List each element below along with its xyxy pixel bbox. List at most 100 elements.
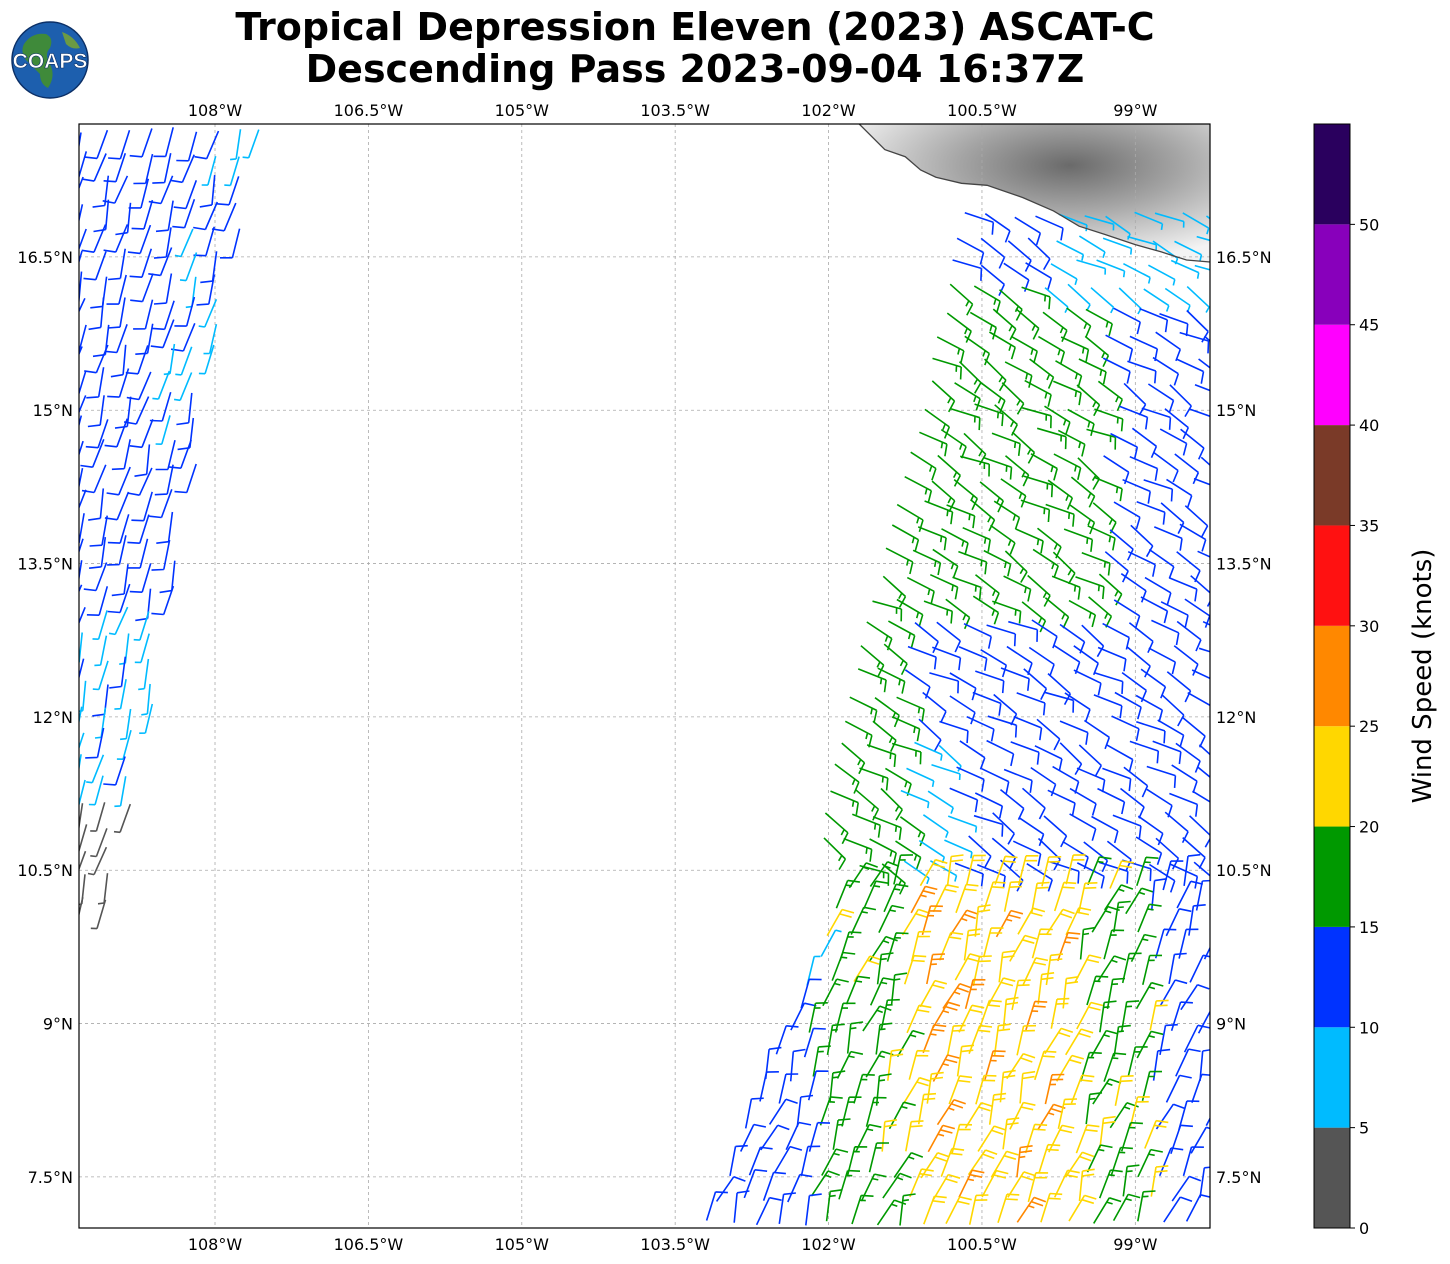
wind-barb [1045, 908, 1075, 936]
wind-barb [1149, 999, 1169, 1031]
wind-barb [932, 1054, 960, 1082]
wind-barb [133, 611, 150, 641]
wind-barb [981, 767, 1010, 794]
wind-barb [1166, 671, 1192, 703]
wind-barb [1164, 811, 1189, 844]
wind-barb [106, 466, 131, 496]
wind-barb [1159, 312, 1189, 337]
wind-barb [893, 854, 914, 885]
wind-barb [155, 415, 171, 445]
wind-barb [903, 860, 930, 885]
wind-barb [1174, 453, 1200, 485]
wind-barb [891, 742, 922, 765]
wind-barb [1075, 1124, 1100, 1154]
wind-barb [1052, 765, 1080, 794]
wind-barb [1007, 240, 1032, 272]
wind-barb [173, 372, 193, 402]
wind-barb [1148, 264, 1176, 286]
wind-barb [1123, 766, 1149, 798]
wind-barb [1198, 647, 1210, 653]
wind-barb [1047, 673, 1072, 705]
wind-barb [79, 874, 86, 906]
wind-barb [1007, 1171, 1036, 1198]
wind-barb [1076, 767, 1106, 793]
wind-barb [1047, 479, 1074, 510]
wind-barb [1142, 954, 1163, 985]
lon-tick-bottom: 106.5°W [334, 1235, 404, 1254]
wind-barb [92, 610, 108, 640]
wind-barb [1053, 645, 1081, 675]
wind-barb [882, 1172, 912, 1199]
wind-barb [995, 909, 1024, 938]
lat-tick-right: 16.5°N [1216, 248, 1272, 267]
wind-barb [936, 1098, 966, 1126]
wind-barb [978, 999, 1002, 1029]
wind-barb [1086, 1144, 1113, 1173]
wind-barb [998, 950, 1016, 983]
wind-barb [958, 361, 982, 394]
logo-land-2 [62, 32, 80, 49]
wind-barb [891, 716, 921, 742]
wind-barb [138, 658, 150, 691]
wind-barb [948, 1075, 973, 1105]
wind-barb [949, 909, 979, 936]
wind-barb [1015, 528, 1044, 554]
wind-barb [193, 201, 219, 231]
wind-barb [949, 695, 976, 725]
wind-barb [1016, 1145, 1033, 1178]
wind-barb [947, 815, 978, 833]
wind-barb [1093, 694, 1123, 719]
wind-barb [1004, 550, 1028, 583]
wind-barb [1157, 719, 1185, 748]
wind-barb [1146, 788, 1173, 818]
lat-tick-right: 7.5°N [1216, 1168, 1261, 1187]
wind-barb [887, 1048, 904, 1081]
wind-barb [906, 1004, 932, 1034]
wind-barb [903, 1076, 932, 1104]
wind-barb [1109, 860, 1135, 889]
wind-barb [1155, 331, 1182, 362]
wind-barb [981, 1169, 1009, 1198]
wind-barb [196, 274, 216, 306]
wind-barb [1119, 405, 1149, 430]
wind-barb [764, 1046, 782, 1080]
axis-ticks: 108°W 108°W 106.5°W 106.5°W 105°W 105°W 103.5°… [17, 101, 1271, 1254]
lat-tick-left: 9°N [43, 1015, 73, 1034]
wind-barb [1044, 1027, 1074, 1055]
lat-tick-left: 15°N [33, 401, 73, 420]
wind-barb [1192, 790, 1210, 803]
wind-barb [1126, 646, 1151, 678]
wind-barb [85, 419, 109, 449]
wind-barb [805, 1193, 822, 1226]
wind-barb [1023, 668, 1048, 700]
wind-barb [129, 128, 153, 158]
wind-barb [975, 1074, 997, 1105]
wind-barb [79, 779, 86, 808]
wind-barb [949, 672, 977, 701]
wind-barb [1135, 836, 1163, 866]
wind-barb [1168, 952, 1187, 985]
wind-barb [87, 395, 105, 428]
wind-barb [224, 156, 240, 187]
wind-barb [1193, 861, 1210, 877]
wind-barb [863, 880, 889, 910]
wind-barb [168, 439, 192, 469]
lon-tick-bottom: 102°W [801, 1235, 856, 1254]
wind-barb [1010, 335, 1038, 364]
wind-barb [1076, 259, 1107, 275]
wind-barb [931, 380, 956, 413]
wind-barb [1110, 432, 1139, 460]
wind-barb [79, 754, 82, 773]
colorbar-tick-label: 40 [1359, 416, 1379, 435]
wind-barb [1020, 499, 1051, 523]
wind-barb [768, 1098, 798, 1125]
wind-barb [1170, 1001, 1193, 1031]
wind-barb [919, 979, 948, 1008]
wind-barb [1069, 787, 1097, 816]
wind-barb [1135, 694, 1164, 723]
wind-barb [1191, 669, 1210, 680]
wind-barb [1015, 308, 1040, 340]
wind-barb [930, 860, 958, 882]
wind-barb [1059, 623, 1086, 654]
wind-barb [906, 576, 935, 604]
